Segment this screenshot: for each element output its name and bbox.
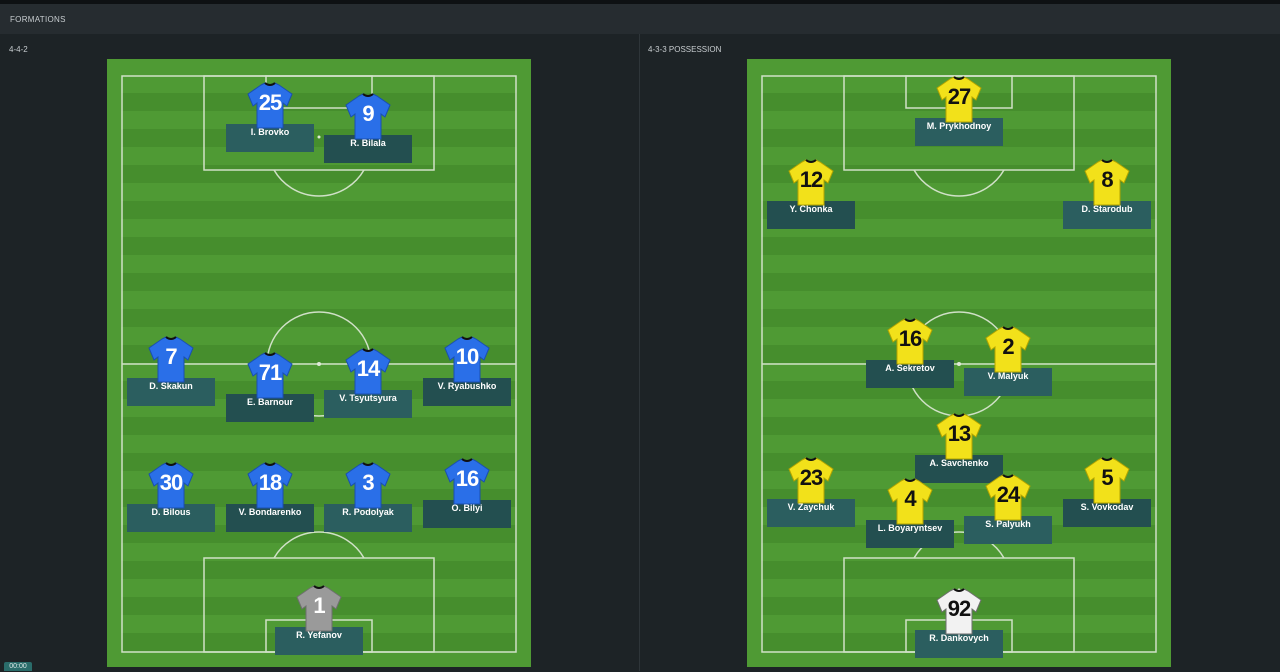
player-name-label: Y. Chonka (767, 201, 855, 229)
shirt-number: 10 (455, 344, 479, 369)
player-name-label: V. Malyuk (964, 368, 1052, 396)
shirt-icon: 18 (245, 462, 295, 510)
player-name-label: D. Skakun (127, 378, 215, 406)
player-name-label: A. Savchenko (915, 455, 1003, 483)
left-player-1[interactable]: R. Yefanov 1 (275, 585, 363, 665)
right-player-2[interactable]: V. Malyuk 2 (964, 326, 1052, 406)
shirt-number: 7 (165, 344, 177, 369)
shirt-number: 30 (159, 470, 183, 495)
right-player-16[interactable]: A. Sekretov 16 (866, 318, 954, 398)
shirt-icon: 9 (343, 93, 393, 141)
player-name-label: S. Vovkodav (1063, 499, 1151, 527)
player-name-label: S. Palyukh (964, 516, 1052, 544)
shirt-icon: 7 (146, 336, 196, 384)
left-player-3[interactable]: R. Podolyak 3 (324, 462, 412, 542)
shirt-number: 16 (455, 466, 479, 491)
right-formation-title: 4-3-3 POSSESSION (648, 45, 722, 54)
shirt-icon: 92 (934, 588, 984, 636)
player-name-label: D. Bilous (127, 504, 215, 532)
shirt-number: 25 (258, 90, 282, 115)
shirt-icon: 71 (245, 352, 295, 400)
shirt-icon: 8 (1082, 159, 1132, 207)
shirt-number: 2 (1002, 334, 1014, 359)
shirt-icon: 4 (885, 478, 935, 526)
shirt-number: 27 (947, 84, 971, 109)
shirt-number: 18 (258, 470, 282, 495)
shirt-number: 13 (947, 421, 971, 446)
player-name-label: V. Bondarenko (226, 504, 314, 532)
right-player-27[interactable]: M. Prykhodnoy 27 (915, 76, 1003, 156)
player-name-label: D. Starodub (1063, 201, 1151, 229)
left-player-9[interactable]: R. Bilala 9 (324, 93, 412, 173)
player-name-label: M. Prykhodnoy (915, 118, 1003, 146)
shirt-icon: 16 (442, 458, 492, 506)
left-formation-title: 4-4-2 (9, 45, 28, 54)
shirt-number: 24 (996, 482, 1020, 507)
player-name-label: V. Zaychuk (767, 499, 855, 527)
shirt-number: 3 (362, 470, 374, 495)
right-player-5[interactable]: S. Vovkodav 5 (1063, 457, 1151, 537)
shirt-number: 5 (1101, 465, 1113, 490)
right-player-24[interactable]: S. Palyukh 24 (964, 474, 1052, 554)
shirt-number: 23 (799, 465, 823, 490)
left-player-7[interactable]: D. Skakun 7 (127, 336, 215, 416)
player-name-label: R. Podolyak (324, 504, 412, 532)
shirt-number: 16 (898, 326, 922, 351)
shirt-icon: 25 (245, 82, 295, 130)
shirt-icon: 10 (442, 336, 492, 384)
player-name-label: V. Ryabushko (423, 378, 511, 406)
left-player-16[interactable]: O. Bilyi 16 (423, 458, 511, 538)
left-player-30[interactable]: D. Bilous 30 (127, 462, 215, 542)
shirt-icon: 1 (294, 585, 344, 633)
shirt-number: 1 (313, 593, 325, 618)
right-player-12[interactable]: Y. Chonka 12 (767, 159, 855, 239)
left-player-18[interactable]: V. Bondarenko 18 (226, 462, 314, 542)
screen-header: FORMATIONS (0, 4, 1280, 34)
right-player-4[interactable]: L. Boyaryntsev 4 (866, 478, 954, 558)
shirt-icon: 16 (885, 318, 935, 366)
shirt-icon: 12 (786, 159, 836, 207)
player-name-label: O. Bilyi (423, 500, 511, 528)
shirt-number: 14 (356, 356, 380, 381)
shirt-number: 9 (362, 101, 374, 126)
player-name-label: L. Boyaryntsev (866, 520, 954, 548)
shirt-number: 92 (947, 596, 971, 621)
player-name-label: E. Barnour (226, 394, 314, 422)
player-name-label: A. Sekretov (866, 360, 954, 388)
left-player-10[interactable]: V. Ryabushko 10 (423, 336, 511, 416)
shirt-icon: 5 (1082, 457, 1132, 505)
right-player-23[interactable]: V. Zaychuk 23 (767, 457, 855, 537)
left-player-25[interactable]: I. Brovko 25 (226, 82, 314, 162)
player-name-label: R. Yefanov (275, 627, 363, 655)
player-name-label: R. Bilala (324, 135, 412, 163)
player-name-label: I. Brovko (226, 124, 314, 152)
shirt-icon: 3 (343, 462, 393, 510)
page-title: FORMATIONS (10, 15, 66, 24)
left-pitch (107, 59, 531, 667)
player-name-label: R. Dankovych (915, 630, 1003, 658)
right-player-8[interactable]: D. Starodub 8 (1063, 159, 1151, 239)
left-player-71[interactable]: E. Barnour 71 (226, 352, 314, 432)
panel-divider (639, 34, 640, 671)
shirt-number: 71 (258, 360, 282, 385)
shirt-icon: 24 (983, 474, 1033, 522)
player-name-label: V. Tsyutsyura (324, 390, 412, 418)
shirt-number: 4 (904, 486, 916, 511)
right-player-92[interactable]: R. Dankovych 92 (915, 588, 1003, 668)
shirt-icon: 30 (146, 462, 196, 510)
shirt-icon: 2 (983, 326, 1033, 374)
shirt-icon: 14 (343, 348, 393, 396)
shirt-icon: 23 (786, 457, 836, 505)
shirt-icon: 13 (934, 413, 984, 461)
match-clock: 00:00 (4, 662, 32, 671)
right-player-13[interactable]: A. Savchenko 13 (915, 413, 1003, 493)
shirt-number: 12 (799, 167, 823, 192)
left-player-14[interactable]: V. Tsyutsyura 14 (324, 348, 412, 428)
shirt-number: 8 (1101, 167, 1113, 192)
shirt-icon: 27 (934, 76, 984, 124)
top-strip (0, 0, 1280, 4)
